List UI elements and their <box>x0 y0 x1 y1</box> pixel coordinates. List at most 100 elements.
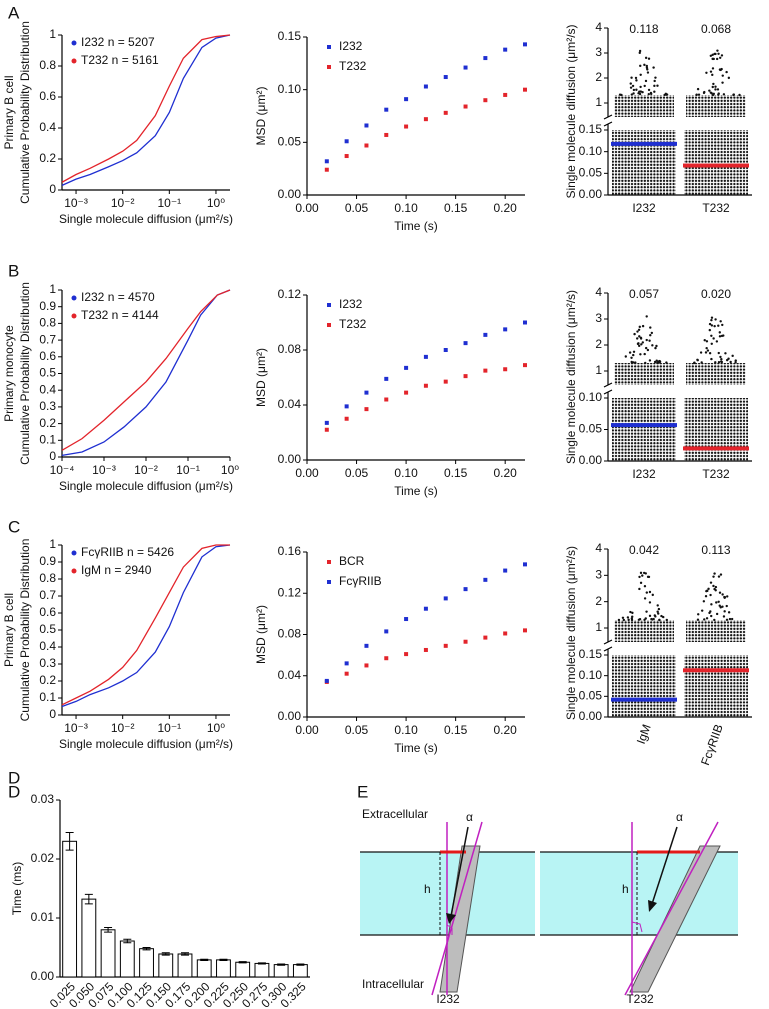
outlier-dot <box>718 68 722 71</box>
mean-line <box>683 163 749 168</box>
outlier-dot <box>717 351 720 355</box>
outlier-dot <box>639 353 642 356</box>
outlier-dot <box>697 93 701 96</box>
y-axis-title: Cumulative Probability Distribution <box>18 539 32 722</box>
outlier-dot <box>641 341 644 344</box>
msd-point <box>463 65 468 70</box>
y-tick-label: 0.5 <box>39 622 56 636</box>
msd-point <box>503 327 508 332</box>
msd-point <box>344 139 349 144</box>
arrow <box>450 826 469 917</box>
outlier-dot <box>638 90 641 93</box>
angle-label: α <box>466 810 473 824</box>
msd-point <box>364 407 369 412</box>
outlier-dot <box>706 349 710 352</box>
outlier-dot <box>644 79 648 83</box>
axis-break <box>603 646 613 652</box>
y-tick-label: 0.00 <box>278 187 302 201</box>
y-tick-label: 3 <box>595 45 602 59</box>
y-tick-label: 0.00 <box>579 187 603 201</box>
error-bar <box>65 831 74 851</box>
legend-marker <box>71 313 77 319</box>
outlier-dot <box>658 360 662 364</box>
outlier-dot <box>638 51 641 55</box>
y-tick-label: 0 <box>49 182 56 196</box>
msd-point <box>503 631 508 636</box>
mean-label: 0.020 <box>701 287 731 301</box>
outlier-dot <box>710 614 713 618</box>
msd-point <box>423 84 428 89</box>
outlier-dot <box>655 359 658 362</box>
legend-marker <box>71 58 77 64</box>
bar <box>273 964 289 978</box>
y-tick-label: 0.00 <box>278 452 302 466</box>
legend-marker <box>327 303 331 307</box>
outlier-dot <box>725 618 729 621</box>
outlier-dot <box>648 339 651 342</box>
dot-cloud <box>686 363 746 385</box>
y-tick-label: 0.00 <box>579 453 603 467</box>
msd-point <box>423 647 428 652</box>
outlier-dot <box>650 331 654 335</box>
outlier-dot <box>710 316 714 319</box>
outlier-dot <box>638 49 642 53</box>
outlier-dot <box>717 324 720 327</box>
outlier-dot <box>711 53 714 57</box>
msd-point <box>443 596 448 601</box>
y-tick-label: 0.9 <box>39 299 56 313</box>
outlier-dot <box>697 613 700 616</box>
x-tick-label: 10⁻³ <box>64 196 88 210</box>
legend-label: FcγRIIB <box>339 574 382 588</box>
outlier-dot <box>634 76 638 80</box>
y-tick-label: 0.05 <box>579 689 603 703</box>
msd-point <box>344 404 349 409</box>
mean-line <box>683 668 749 673</box>
y-tick-label: 0 <box>49 449 56 463</box>
msd-point <box>443 643 448 648</box>
outlier-dot <box>656 610 659 613</box>
legend-marker <box>327 45 331 49</box>
outlier-dot <box>709 91 713 94</box>
msd-point <box>404 124 409 129</box>
outlier-dot <box>703 618 706 621</box>
outlier-dot <box>715 601 718 604</box>
dot-cloud <box>686 95 746 117</box>
bar <box>158 953 174 978</box>
y-tick-label: 0.03 <box>31 792 55 806</box>
msd-point <box>404 617 409 622</box>
x-tick-label: 10⁻¹ <box>157 196 181 210</box>
outlier-dot <box>703 338 706 342</box>
msd-point <box>364 123 369 128</box>
outlier-dot <box>643 84 646 88</box>
error-bar <box>181 952 189 956</box>
outlier-dot <box>720 360 724 364</box>
outlier-dot <box>656 84 659 87</box>
outlier-dot <box>727 611 731 614</box>
outlier-dot <box>657 612 660 615</box>
y-tick-label: 0.05 <box>579 422 603 436</box>
msd-point <box>404 652 409 657</box>
legend-label: FcγRIIB n = 5426 <box>81 545 174 559</box>
outlier-dot <box>717 575 721 578</box>
mean-line <box>611 697 677 702</box>
outlier-dot <box>714 589 717 592</box>
msd-point <box>463 374 468 379</box>
legend-marker <box>71 40 77 46</box>
y-tick-label: 0.6 <box>39 605 56 619</box>
outlier-dot <box>712 82 715 86</box>
outlier-dot <box>693 361 696 364</box>
outlier-dot <box>708 322 712 326</box>
legend-label: I232 <box>339 297 363 311</box>
y-tick-label: 0.08 <box>278 627 302 641</box>
outlier-dot <box>714 88 717 91</box>
x-tick-label: 0.05 <box>345 723 369 737</box>
error-bar <box>142 947 151 951</box>
x-tick-label: I232 <box>632 467 656 481</box>
outlier-dot <box>641 574 644 577</box>
y-tick-label: 2 <box>595 594 602 608</box>
x-tick-label: 0.20 <box>494 201 518 215</box>
dot-cloud <box>684 655 748 717</box>
msd-point <box>364 143 369 148</box>
